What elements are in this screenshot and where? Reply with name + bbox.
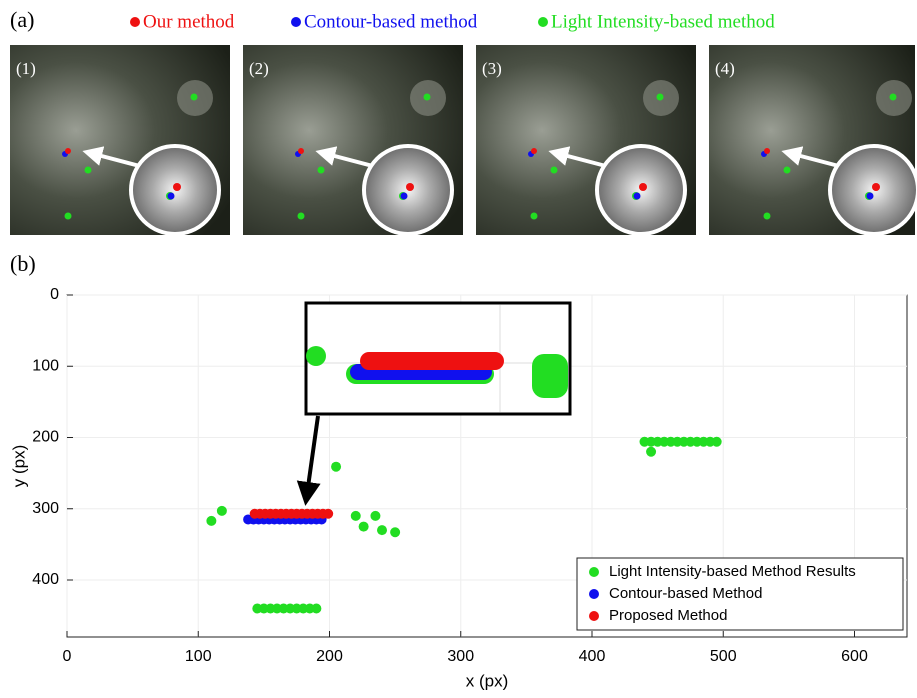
image-row: (1) (2) (3) (4) (10, 45, 917, 236)
legend-label: Light Intensity-based Method Results (609, 563, 856, 580)
zoom-red (406, 183, 414, 191)
image-label: (2) (249, 59, 269, 78)
legend-marker (291, 17, 301, 27)
image-label: (3) (482, 59, 502, 78)
data-point (206, 515, 217, 526)
spot-green (297, 212, 305, 220)
data-point (370, 510, 381, 521)
zoom-red (872, 183, 880, 191)
spot-green (530, 212, 538, 220)
legend-box (576, 557, 904, 631)
spot-red (298, 148, 304, 154)
spot-green (889, 93, 897, 101)
scatter-plot: 0 100 200 300 400 500 600 0 100 200 300 400 x (px) y … (9, 286, 908, 690)
legend-marker (589, 611, 599, 621)
top-legend: Our method Contour-based method Light Inte… (130, 11, 775, 32)
inset-red-run (360, 352, 504, 370)
data-point (646, 446, 657, 457)
x-tick-label: 200 (316, 648, 343, 665)
x-tick-label: 0 (63, 648, 72, 665)
data-point (358, 521, 369, 532)
data-point (390, 527, 401, 538)
spot-red (764, 148, 770, 154)
y-axis-label: y (px) (9, 445, 28, 488)
spot-red (531, 148, 537, 154)
data-point (311, 603, 322, 614)
x-tick-label: 600 (841, 648, 868, 665)
x-tick-label: 300 (447, 648, 474, 665)
inset-green (306, 346, 326, 366)
legend-label: Light Intensity-based method (551, 11, 775, 32)
legend-label: Our method (143, 11, 235, 32)
legend-label: Contour-based Method (609, 585, 762, 602)
spot-red (65, 148, 71, 154)
x-tick-label: 100 (185, 648, 212, 665)
x-axis-label: x (px) (466, 671, 509, 690)
spot-green (423, 93, 431, 101)
y-tick-label: 200 (32, 429, 59, 446)
data-point (711, 436, 722, 447)
data-point (350, 510, 361, 521)
zoom-blue (633, 192, 641, 200)
legend-marker (589, 589, 599, 599)
spot-green (84, 166, 92, 174)
legend-marker (130, 17, 140, 27)
image-label: (1) (16, 59, 36, 78)
data-point (323, 508, 334, 519)
spot-green (550, 166, 558, 174)
data-point (331, 461, 342, 472)
spot-green (783, 166, 791, 174)
x-tick-label: 500 (710, 648, 737, 665)
y-tick-label: 0 (50, 286, 59, 303)
spot-green (190, 93, 198, 101)
zoom-red (639, 183, 647, 191)
spot-green (64, 212, 72, 220)
legend-marker (538, 17, 548, 27)
legend-label: Contour-based method (304, 11, 478, 32)
legend: Light Intensity-based Method Results Cont… (576, 557, 904, 631)
inset-green-blob (532, 354, 568, 398)
zoom-blue (400, 192, 408, 200)
spot-green (656, 93, 664, 101)
panel-label: (a) (10, 7, 34, 32)
image-label: (4) (715, 59, 735, 78)
y-tick-label: 400 (32, 571, 59, 588)
zoom-blue (866, 192, 874, 200)
zoom-blue (167, 192, 175, 200)
x-tick-label: 400 (579, 648, 606, 665)
panel-label: (b) (10, 251, 36, 276)
legend-label: Proposed Method (609, 607, 727, 624)
spot-green (763, 212, 771, 220)
y-tick-label: 100 (32, 357, 59, 374)
legend-marker (589, 567, 599, 577)
spot-green (317, 166, 325, 174)
data-point (377, 525, 387, 536)
y-tick-label: 300 (32, 500, 59, 517)
data-point (216, 505, 227, 516)
zoom-red (173, 183, 181, 191)
inset-arrow (296, 415, 321, 506)
